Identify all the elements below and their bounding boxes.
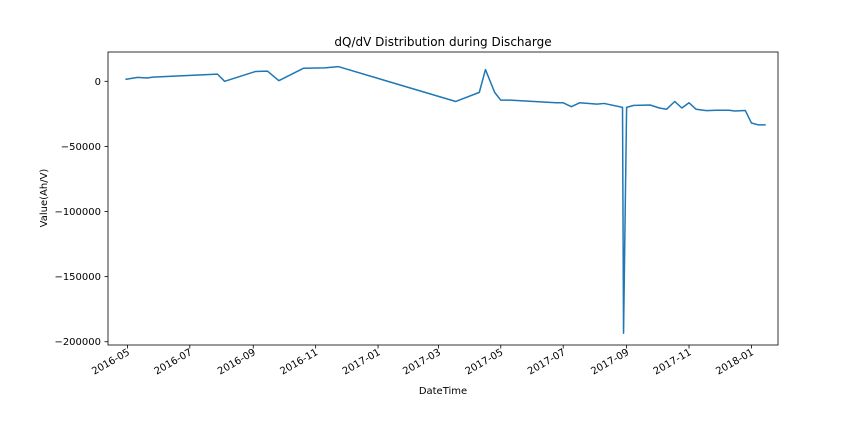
x-axis-label: DateTime [419, 386, 467, 397]
y-tick-label: −200000 [54, 337, 101, 348]
axes-frame [107, 51, 779, 346]
y-tick-label: 0 [95, 77, 101, 88]
chart-title: dQ/dV Distribution during Discharge [334, 35, 551, 49]
y-axis: 0 −50000 −100000 −150000 −200000 [54, 77, 108, 348]
y-tick-label: −150000 [54, 272, 101, 283]
plot-area [107, 51, 779, 346]
y-axis-label: Value(Ah/V) [39, 169, 50, 228]
y-tick-label: −50000 [61, 142, 101, 153]
y-tick-label: −100000 [54, 207, 101, 218]
series-line [125, 65, 766, 335]
